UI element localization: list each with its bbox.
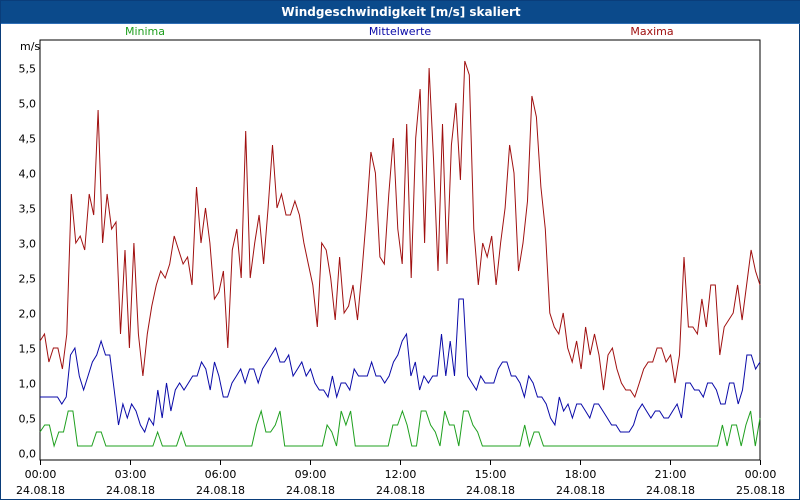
x-tick-time: 03:00 xyxy=(115,468,147,481)
x-tick-time: 18:00 xyxy=(565,468,597,481)
y-tick-label: 1,0 xyxy=(19,378,37,391)
window-title: Windgeschwindigkeit [m/s] skaliert xyxy=(1,1,800,24)
x-tick-date: 24.08.18 xyxy=(556,484,605,497)
legend-mittelwerte: Mittelwerte xyxy=(369,25,432,38)
y-tick-label: 0,5 xyxy=(19,413,37,426)
x-tick-date: 24.08.18 xyxy=(16,484,65,497)
x-tick-date: 24.08.18 xyxy=(106,484,155,497)
series-lines xyxy=(39,60,761,448)
y-tick-label: 4,5 xyxy=(19,133,37,146)
series-line-minima xyxy=(39,409,761,448)
x-tick-time: 21:00 xyxy=(655,468,687,481)
x-tick-date: 24.08.18 xyxy=(196,484,245,497)
y-tick-label: 3,0 xyxy=(19,238,37,251)
x-tick-date: 24.08.18 xyxy=(466,484,515,497)
y-tick-label: 5,0 xyxy=(19,98,37,111)
x-tick-date: 24.08.18 xyxy=(646,484,695,497)
y-tick-label: 0,0 xyxy=(19,448,37,461)
x-tick-time: 09:00 xyxy=(295,468,327,481)
x-tick-time: 15:00 xyxy=(475,468,507,481)
x-tick-time: 12:00 xyxy=(385,468,417,481)
x-tick-time: 00:00 xyxy=(745,468,777,481)
x-tick-time: 06:00 xyxy=(205,468,237,481)
axes: 0,0 0,5 1,0 1,5 2,0 2,5 3,0 3,5 4,0 4,5 5,0 5,5 00:0… xyxy=(16,39,785,497)
series-line-maxima xyxy=(39,60,761,399)
y-tick-label: 4,0 xyxy=(19,168,37,181)
x-tick-date: 24.08.18 xyxy=(286,484,335,497)
legend-maxima: Maxima xyxy=(630,25,673,38)
x-tick-date: 24.08.18 xyxy=(376,484,425,497)
y-tick-label: 3,5 xyxy=(19,203,37,216)
y-tick-label: 5,5 xyxy=(19,63,37,76)
legend-minima: Minima xyxy=(125,25,165,38)
x-tick-date: 25.08.18 xyxy=(736,484,785,497)
x-tick-time: 00:00 xyxy=(25,468,57,481)
y-axis-label: m/s xyxy=(20,40,40,53)
y-tick-label: 2,0 xyxy=(19,308,37,321)
y-tick-label: 1,5 xyxy=(19,343,37,356)
y-tick-label: 2,5 xyxy=(19,273,37,286)
series-line-mittelwerte xyxy=(40,298,761,434)
legend: Minima Mittelwerte Maxima xyxy=(125,25,674,38)
